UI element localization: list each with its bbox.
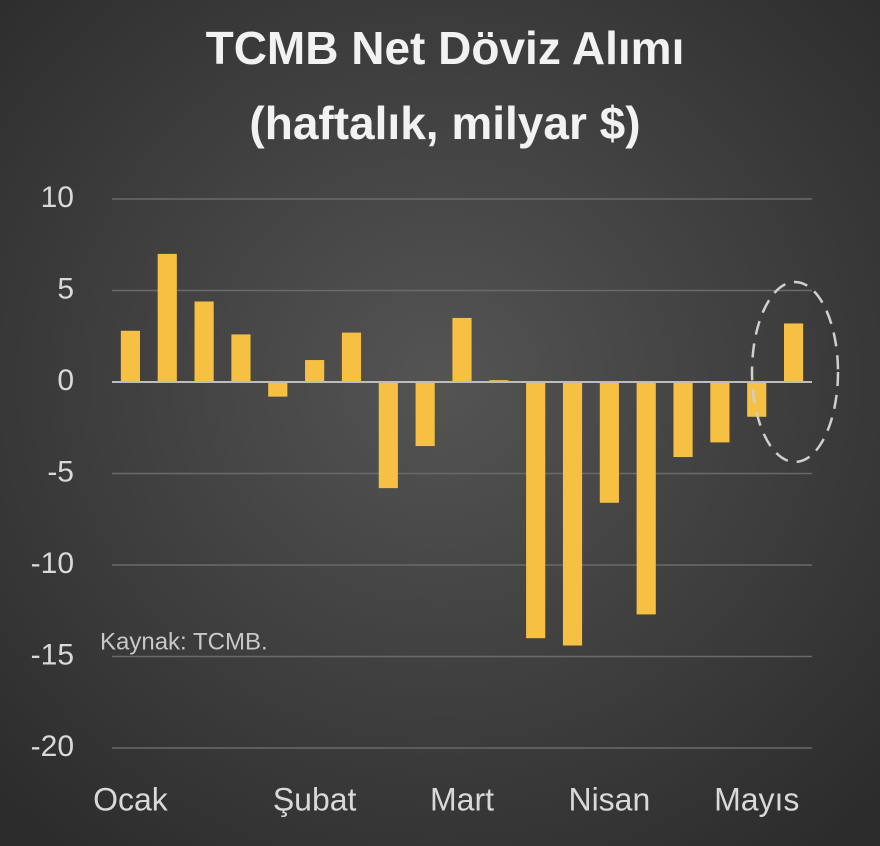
x-tick-label: Ocak [93,781,169,817]
plot: 10 5 0 -5 -10 -15 -20 Ocak Şubat Mart Nisan Mayıs [31,181,812,817]
bar [784,323,804,382]
bar [747,382,767,417]
bar [341,332,362,382]
bar [120,330,140,382]
bar [378,382,398,489]
bar [415,382,435,447]
y-tick-label: 5 [57,272,74,305]
bar [599,382,619,503]
y-tick-label: -15 [31,638,74,671]
y-tick-label: 0 [57,364,74,397]
bar [452,317,472,382]
bar [636,382,656,615]
chart-title: TCMB Net Döviz Alımı [206,22,685,74]
x-tick-label: Şubat [273,781,357,817]
bar [562,382,583,646]
y-tick-label: -10 [31,547,74,580]
annotation: Kaynak: TCMB. [100,628,268,655]
highlight-ellipse [750,280,840,464]
x-tick-label: Mart [430,781,494,817]
bar [231,334,251,382]
bar [710,382,730,443]
bar [157,253,177,382]
chart-title: (haftalık, milyar $) [249,97,640,149]
bar [673,382,693,458]
y-tick-label: 10 [41,181,74,214]
bar [305,360,325,382]
bar [526,382,546,639]
bar [194,301,214,382]
x-tick-label: Nisan [568,781,650,817]
bar [268,382,288,397]
x-tick-label: Mayıs [714,781,799,817]
y-tick-label: -5 [47,455,74,488]
y-tick-label: -20 [31,730,74,763]
